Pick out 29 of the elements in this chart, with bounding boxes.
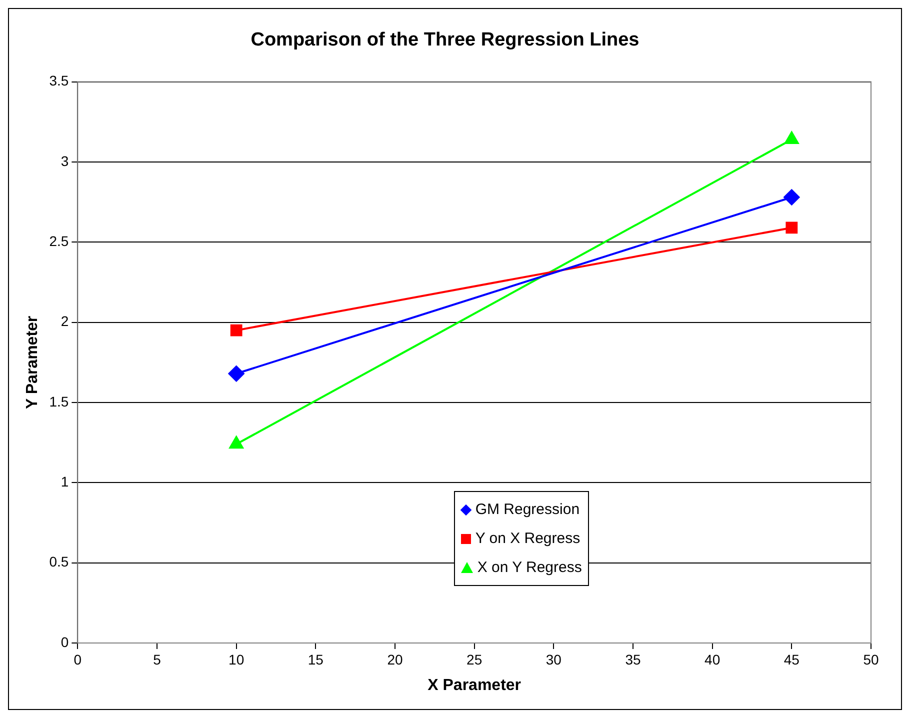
point [230,324,242,336]
x-axis-title: X Parameter [428,676,522,694]
y-tick-label: 1.5 [49,393,69,410]
chart-title: Comparison of the Three Regression Lines [250,30,640,51]
point [786,222,798,234]
y-tick-label: 3.5 [49,72,69,89]
x-tick-label: 10 [228,651,244,668]
x-tick-label: 45 [784,651,800,668]
y-tick-label: 3 [60,152,69,169]
legend-label: GM Regression [475,500,580,520]
point [784,189,800,206]
x-tick-label: 25 [466,651,482,668]
x-tick-label: 40 [704,651,720,668]
x-tick-label: 5 [153,651,162,668]
point [228,366,244,382]
legend-label: Y on X Regress [475,529,580,549]
y-axis-title: Y Parameter [24,316,42,409]
y-tick-label: 1 [60,474,69,490]
x-tick-label: 50 [863,651,879,668]
x-tick-label: 35 [625,651,641,668]
legend-label: X on Y Regress [477,558,582,578]
y-tick-label: 2.5 [49,233,69,249]
x-tick-label: 0 [74,651,82,668]
x-tick-label: 20 [387,651,403,668]
y-tick-label: 0.5 [49,554,69,570]
x-tick-label: 15 [308,651,324,668]
x-tick-label: 30 [546,651,562,668]
y-tick-label: 0 [60,634,69,650]
y-tick-label: 2 [60,313,69,330]
